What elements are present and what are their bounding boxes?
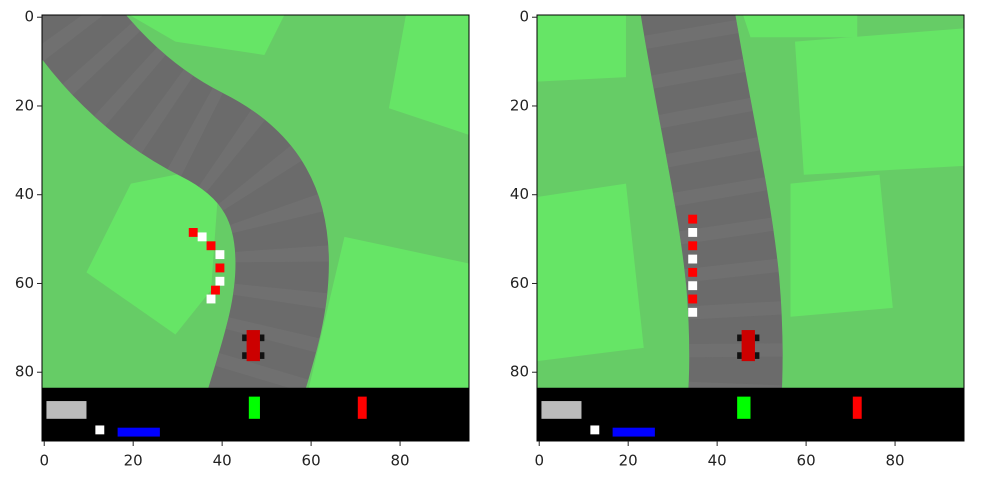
hud-steer bbox=[248, 396, 260, 419]
grass-patch bbox=[86, 165, 220, 335]
grass-patch bbox=[537, 15, 626, 82]
x-tick-label: 0 bbox=[39, 452, 49, 470]
grass-patch bbox=[537, 183, 644, 362]
car-body bbox=[246, 330, 260, 362]
car-wheel bbox=[242, 334, 247, 342]
curb bbox=[688, 281, 698, 291]
curb bbox=[215, 276, 225, 286]
x-tick-label: 0 bbox=[534, 452, 544, 470]
curb bbox=[688, 307, 698, 317]
y-tick-label: 40 bbox=[510, 185, 529, 203]
curb bbox=[688, 254, 698, 264]
curb bbox=[215, 250, 225, 260]
curb bbox=[211, 285, 220, 295]
x-tick-label: 80 bbox=[391, 452, 410, 470]
road bbox=[42, 15, 329, 437]
car-wheel bbox=[754, 352, 760, 359]
x-tick-label: 40 bbox=[708, 452, 727, 470]
y-tick-label: 60 bbox=[15, 274, 34, 292]
car-wheel bbox=[259, 334, 265, 342]
hud-abs bbox=[117, 427, 160, 437]
hud-gyro bbox=[852, 396, 862, 419]
x-tick-label: 60 bbox=[302, 452, 321, 470]
axes-frame bbox=[41, 14, 470, 442]
x-tick-label: 60 bbox=[797, 452, 816, 470]
hud-abs bbox=[612, 427, 655, 437]
curb bbox=[688, 241, 698, 251]
game-frame bbox=[42, 15, 469, 441]
hud-gyro bbox=[357, 396, 367, 419]
car-wheel bbox=[259, 352, 265, 359]
y-tick-label: 80 bbox=[510, 363, 529, 381]
y-tick-label: 80 bbox=[15, 363, 34, 381]
grass-patch bbox=[308, 236, 469, 388]
y-tick-label: 20 bbox=[510, 96, 529, 114]
x-tick-label: 80 bbox=[886, 452, 905, 470]
road bbox=[640, 15, 783, 428]
curb bbox=[688, 214, 698, 224]
y-tick-label: 60 bbox=[510, 274, 529, 292]
hud-score bbox=[541, 401, 582, 419]
road-shade bbox=[640, 15, 783, 428]
car-wheel bbox=[754, 334, 760, 342]
car-wheel bbox=[737, 334, 742, 342]
curb bbox=[197, 232, 207, 242]
curb bbox=[688, 294, 698, 304]
image bbox=[537, 15, 964, 441]
y-tick-label: 20 bbox=[15, 96, 34, 114]
hud-speed bbox=[590, 425, 600, 435]
car-wheel bbox=[242, 352, 247, 359]
road-shade bbox=[42, 15, 329, 437]
hud-speed bbox=[95, 425, 105, 435]
car-wheel bbox=[737, 352, 742, 359]
curb bbox=[215, 263, 225, 273]
grass-patch bbox=[743, 15, 858, 38]
hud-score bbox=[46, 401, 87, 419]
hud-steer bbox=[737, 396, 751, 419]
curb bbox=[206, 241, 216, 251]
image bbox=[42, 15, 469, 441]
curb bbox=[206, 294, 216, 304]
grass-patch bbox=[129, 15, 285, 55]
game-frame bbox=[537, 15, 964, 441]
y-tick-label: 40 bbox=[15, 185, 34, 203]
y-tick-label: 0 bbox=[24, 8, 34, 26]
car-body bbox=[741, 330, 755, 362]
curb bbox=[688, 267, 698, 277]
curb bbox=[188, 228, 198, 237]
grass-patch bbox=[794, 28, 964, 175]
x-tick-label: 40 bbox=[213, 452, 232, 470]
x-tick-label: 20 bbox=[124, 452, 143, 470]
grass-patch bbox=[388, 15, 469, 135]
x-tick-label: 20 bbox=[619, 452, 638, 470]
axes-frame bbox=[536, 14, 965, 442]
y-tick-label: 0 bbox=[519, 8, 529, 26]
grass-patch bbox=[790, 174, 893, 317]
curb bbox=[688, 228, 698, 237]
